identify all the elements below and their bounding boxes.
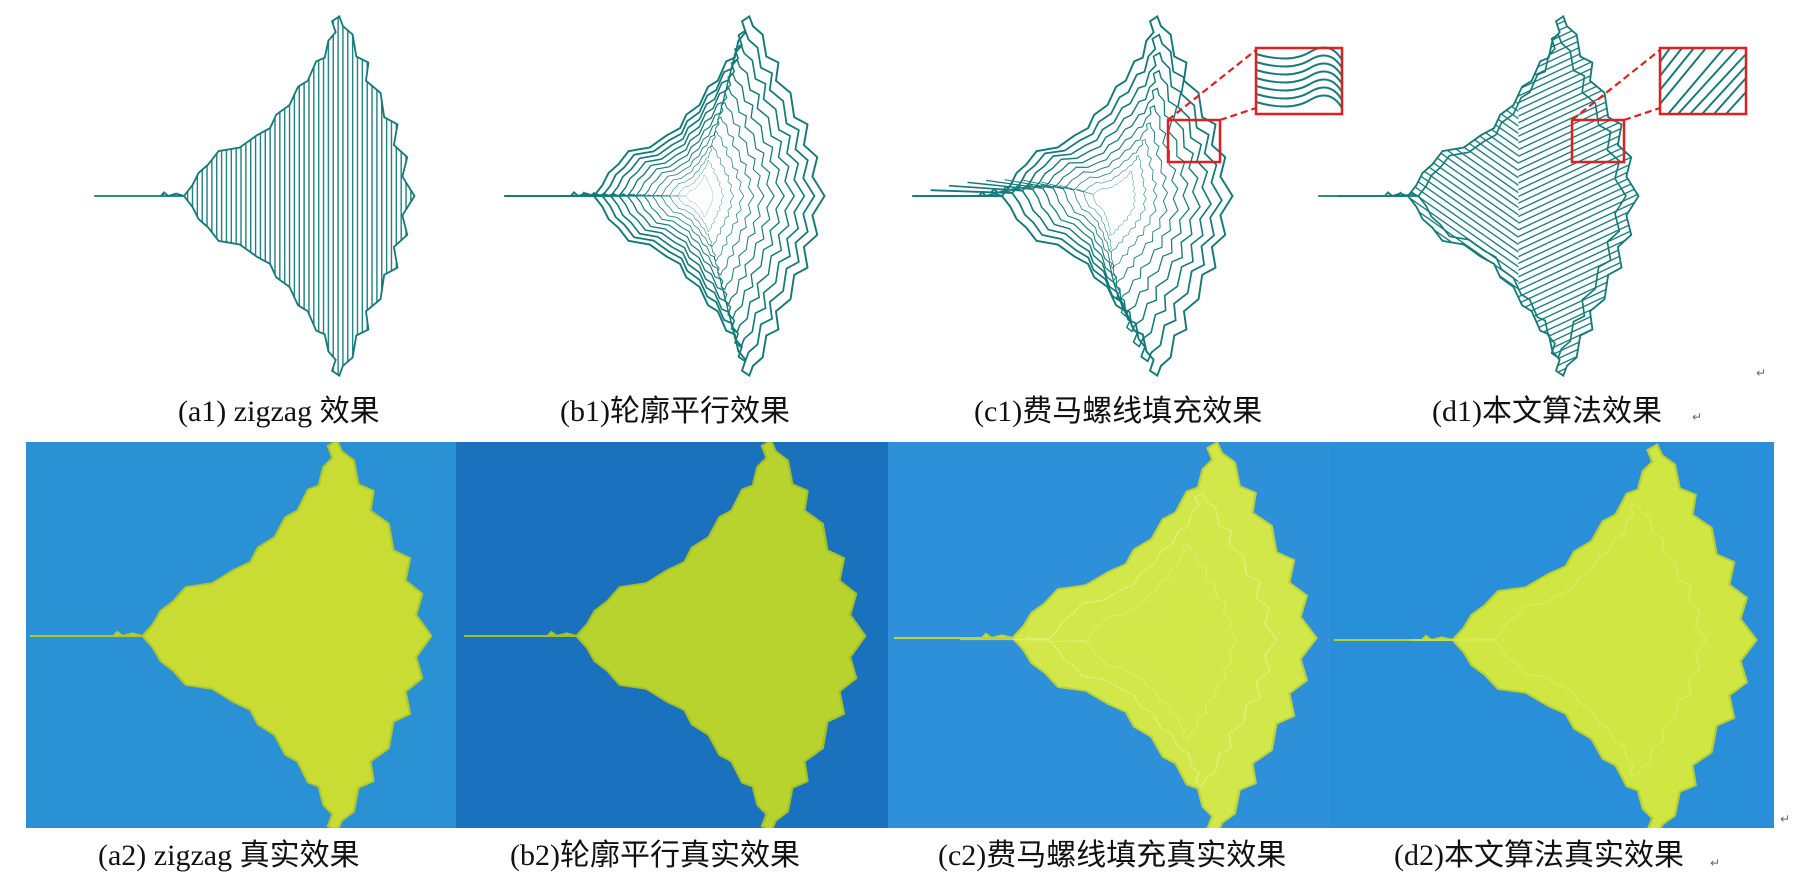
return-mark: ↵ — [1780, 812, 1791, 826]
zoom-source-box — [1570, 118, 1626, 164]
photo-a2 — [26, 442, 456, 828]
caption-a1: (a1) zigzag 效果 — [178, 395, 380, 428]
zoom-connector — [1167, 49, 1257, 121]
caption-d1: (d1)本文算法效果 — [1432, 395, 1662, 428]
zoom-inset-frame — [1254, 46, 1344, 116]
photo-c2 — [888, 442, 1330, 828]
zoom-source-box — [1166, 118, 1222, 164]
caption-b1: (b1)轮廓平行效果 — [560, 395, 790, 428]
zoom-inset-frame — [1658, 46, 1748, 116]
panel-d1-proposed — [1276, 14, 1688, 378]
zoom-inset-lines — [1255, 46, 1343, 109]
return-mark: ↵ — [1710, 856, 1721, 870]
zoom-callout-c1 — [1166, 46, 1344, 164]
zoom-inset-lines — [1659, 47, 1747, 115]
return-mark: ↵ — [1692, 410, 1703, 424]
zoom-connector — [1219, 106, 1257, 122]
photo-b2 — [456, 442, 888, 828]
zoom-connector — [1571, 49, 1661, 121]
caption-b2: (b2)轮廓平行真实效果 — [510, 839, 800, 872]
panel-a1-zigzag — [52, 14, 464, 378]
contour-offset-lines — [503, 15, 826, 377]
caption-c1: (c1)费马螺线填充效果 — [974, 395, 1263, 428]
zoom-callout-d1 — [1570, 46, 1748, 164]
zoom-connector — [1623, 106, 1661, 122]
panel-b1-contour-parallel — [462, 14, 874, 378]
caption-a2: (a2) zigzag 真实效果 — [98, 839, 360, 872]
photo-d2 — [1330, 442, 1774, 828]
caption-c2: (c2)费马螺线填充真实效果 — [938, 839, 1287, 872]
caption-d2: (d2)本文算法真实效果 — [1394, 839, 1684, 872]
return-mark: ↵ — [1756, 366, 1767, 380]
